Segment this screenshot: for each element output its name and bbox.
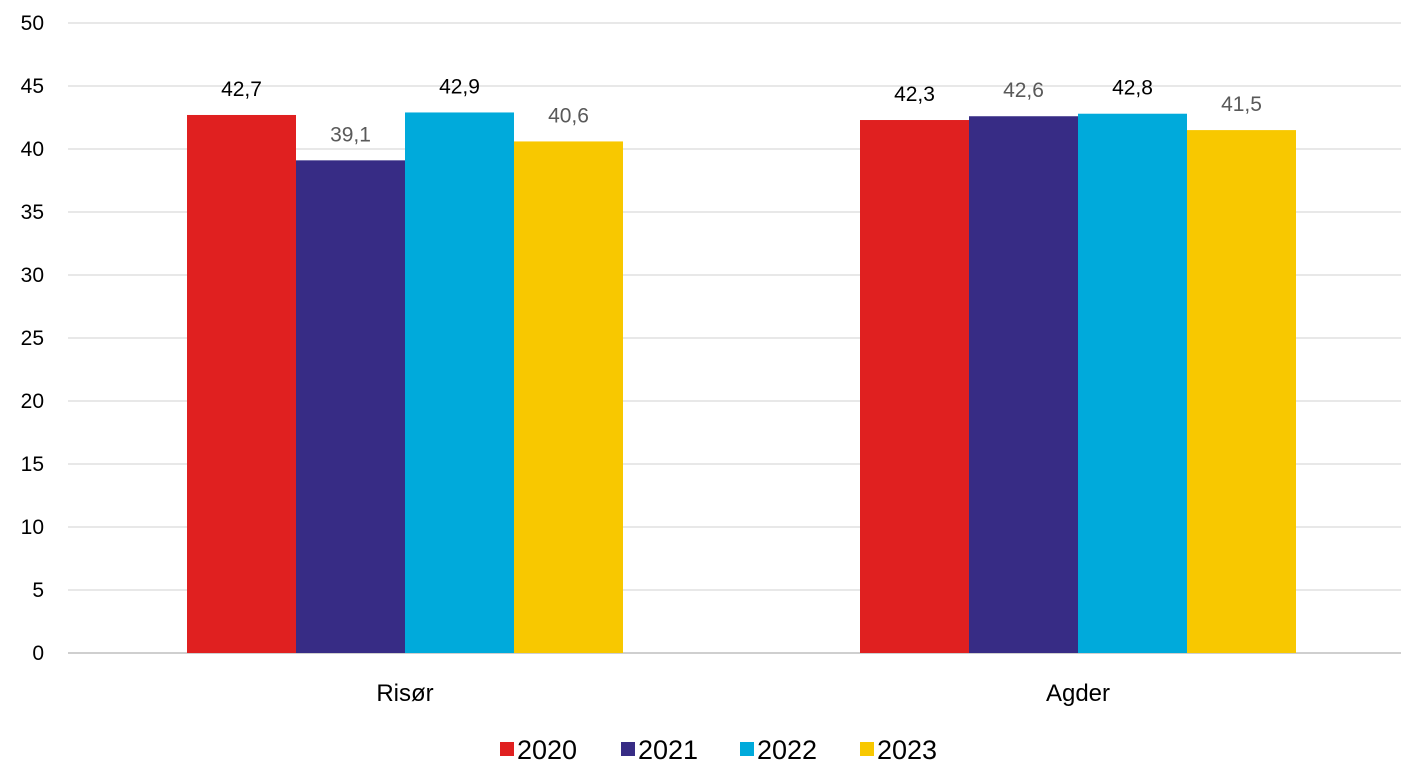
y-tick-label: 20 [21, 390, 44, 413]
data-labels: 42,7 39,1 42,9 40,6 42,3 42,6 42,8 41,5 [221, 75, 1262, 146]
y-tick-label: 0 [32, 642, 44, 665]
data-label: 42,6 [1003, 79, 1044, 102]
legend-swatch [621, 742, 635, 756]
y-tick-label: 10 [21, 516, 44, 539]
x-category-label: Risør [376, 680, 433, 707]
legend-label: 2020 [517, 735, 577, 762]
data-label: 40,6 [548, 104, 589, 127]
legend-label: 2021 [638, 735, 698, 762]
y-tick-label: 5 [32, 579, 44, 602]
data-label: 42,7 [221, 78, 262, 101]
bars [187, 112, 1296, 654]
bar [1187, 130, 1296, 654]
bar [514, 141, 623, 653]
y-tick-label: 30 [21, 264, 44, 287]
y-tick-label: 35 [21, 201, 44, 224]
legend-swatch [860, 742, 874, 756]
y-tick-label: 15 [21, 453, 44, 476]
y-tick-label: 50 [21, 12, 44, 35]
y-axis-ticks: 0 5 10 15 20 25 30 35 40 45 50 [21, 12, 44, 665]
bar [969, 116, 1078, 654]
bar [296, 160, 405, 653]
data-label: 39,1 [330, 123, 371, 146]
legend-swatch [740, 742, 754, 756]
x-category-label: Agder [1046, 680, 1110, 707]
bar [187, 114, 296, 654]
data-label: 42,8 [1112, 77, 1153, 100]
legend-swatch [500, 742, 514, 756]
legend-label: 2023 [877, 735, 937, 762]
legend-label: 2022 [757, 735, 817, 762]
bar [860, 120, 969, 653]
data-label: 42,3 [894, 83, 935, 106]
bar [405, 112, 514, 653]
legend: 2020 2021 2022 2023 [500, 735, 937, 762]
x-axis-categories: Risør Agder [376, 680, 1110, 707]
y-tick-label: 40 [21, 138, 44, 161]
data-label: 41,5 [1221, 93, 1262, 116]
y-tick-label: 45 [21, 75, 44, 98]
bar [1078, 113, 1187, 654]
y-tick-label: 25 [21, 327, 44, 350]
data-label: 42,9 [439, 75, 480, 98]
